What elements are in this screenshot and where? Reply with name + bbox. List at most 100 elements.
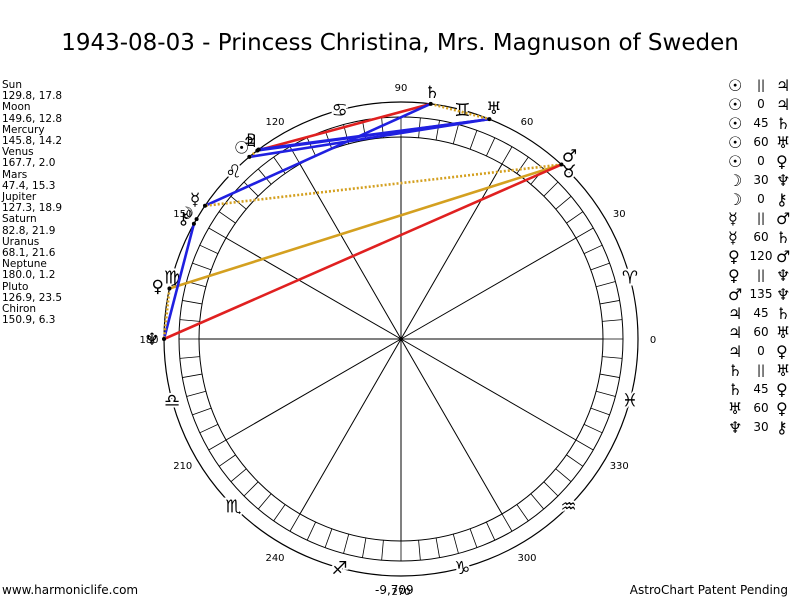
- planet-marker: [194, 217, 199, 222]
- degree-tick: [186, 390, 206, 397]
- degree-label: 90: [395, 83, 408, 94]
- aspect-glyph-2: ♆: [776, 171, 791, 190]
- degree-tick: [583, 244, 603, 254]
- planet-marker: [191, 221, 196, 226]
- degree-label: 210: [173, 461, 192, 472]
- footer-website[interactable]: www.harmoniclife.com: [2, 583, 139, 597]
- degree-tick: [381, 540, 384, 561]
- aspect-angle: 135: [749, 287, 773, 301]
- planet-values: 149.6, 12.8: [2, 112, 63, 125]
- degree-tick: [343, 534, 350, 554]
- degree-tick: [182, 373, 203, 378]
- planet-name: Mars: [2, 168, 28, 181]
- zodiac-sign-glyph: ♊: [454, 100, 470, 121]
- aspect-angle: 60: [753, 135, 769, 149]
- aspect-row: ♂ 135 ♆: [728, 285, 798, 304]
- aspect-angle: 120: [749, 249, 773, 263]
- aspect-glyph-2: ♄: [776, 228, 791, 247]
- planet-marker: [487, 117, 492, 122]
- degree-tick: [602, 319, 623, 322]
- aspect-glyph-2: ♀: [776, 380, 788, 399]
- aspect-angle: 30: [753, 173, 769, 187]
- degree-tick: [596, 390, 616, 397]
- aspect-row: ☿ || ♂: [728, 209, 798, 228]
- degree-label: 240: [265, 553, 284, 564]
- planet-values: 145.8, 14.2: [2, 135, 63, 148]
- planet-values: 150.9, 6.3: [2, 314, 56, 327]
- aspect-glyph-1: ☽: [728, 171, 743, 190]
- planet-values: 127.3, 18.9: [2, 202, 63, 215]
- aspect-angle: ||: [756, 363, 766, 377]
- degree-tick: [501, 513, 513, 532]
- degree-tick: [418, 540, 421, 561]
- aspect-glyph-2: ♂: [776, 247, 791, 266]
- aspect-row: ☉ 0 ♀: [728, 152, 798, 171]
- degree-tick: [486, 137, 496, 157]
- degree-tick: [555, 468, 572, 483]
- aspect-glyph-1: ☉: [728, 114, 743, 133]
- house-spoke: [225, 237, 402, 340]
- degree-label: 30: [613, 209, 626, 220]
- degree-tick: [575, 439, 594, 451]
- degree-tick: [230, 468, 247, 483]
- aspect-glyph-1: ♀: [728, 247, 740, 266]
- degree-tick: [208, 439, 227, 451]
- aspect-glyph-2: ♀: [776, 152, 788, 171]
- degree-tick: [501, 146, 513, 165]
- aspect-angle: 60: [753, 230, 769, 244]
- degree-tick: [602, 356, 623, 359]
- aspect-glyph-2: ⚷: [776, 190, 788, 209]
- aspect-glyph-1: ☉: [728, 152, 743, 171]
- planet-marker: [202, 203, 207, 208]
- house-spoke: [299, 163, 402, 340]
- aspect-glyph-2: ♄: [776, 114, 791, 133]
- aspect-glyph-1: ♆: [728, 418, 743, 437]
- aspect-row: ♃ 0 ♀: [728, 342, 798, 361]
- planet-glyph: ☉: [234, 139, 249, 159]
- aspect-row: ♀ || ♆: [728, 266, 798, 285]
- degree-tick: [199, 424, 219, 434]
- aspect-row: ♄ || ♅: [728, 361, 798, 380]
- aspect-glyph-2: ♆: [776, 285, 791, 304]
- planet-glyph: ♅: [486, 99, 501, 119]
- house-spoke: [400, 338, 503, 515]
- aspect-row: ♆ 30 ⚷: [728, 418, 798, 437]
- degree-tick: [530, 493, 545, 510]
- planet-name: Neptune: [2, 258, 47, 271]
- aspect-glyph-2: ♅: [776, 133, 791, 152]
- aspect-line: [257, 102, 432, 152]
- degree-tick: [575, 227, 594, 239]
- planet-name: Saturn: [2, 213, 37, 226]
- zodiac-sign-glyph: ♒: [561, 497, 577, 518]
- planet-values: 68.1, 21.6: [2, 247, 56, 260]
- degree-tick: [243, 181, 259, 197]
- aspect-glyph-1: ♃: [728, 304, 743, 323]
- aspect-row: ☿ 60 ♄: [728, 228, 798, 247]
- zodiac-sign-glyph: ♌: [225, 161, 241, 182]
- aspect-glyph-1: ☿: [728, 209, 738, 228]
- aspect-angle: 0: [757, 192, 765, 206]
- aspect-angle: 60: [753, 325, 769, 339]
- planet-marker: [428, 101, 433, 106]
- planet-glyph: ☽: [179, 204, 194, 224]
- degree-tick: [516, 156, 529, 174]
- degree-tick: [516, 504, 529, 522]
- degree-tick: [590, 262, 610, 271]
- zodiac-sign-glyph: ♋: [332, 100, 348, 121]
- aspect-row: ♃ 60 ♅: [728, 323, 798, 342]
- aspect-row: ☉ 60 ♅: [728, 133, 798, 152]
- aspect-glyph-1: ☉: [728, 95, 743, 114]
- degree-tick: [192, 262, 212, 271]
- house-spoke: [400, 338, 577, 441]
- aspect-glyph-2: ⚷: [776, 418, 788, 437]
- planet-values: 82.8, 21.9: [2, 224, 56, 237]
- degree-tick: [289, 513, 301, 532]
- degree-tick: [452, 124, 459, 144]
- aspect-line: [169, 163, 562, 290]
- degree-tick: [555, 195, 572, 210]
- planet-name: Uranus: [2, 235, 40, 248]
- degree-tick: [257, 168, 272, 185]
- aspect-row: ☽ 0 ⚷: [728, 190, 798, 209]
- degree-tick: [218, 454, 236, 467]
